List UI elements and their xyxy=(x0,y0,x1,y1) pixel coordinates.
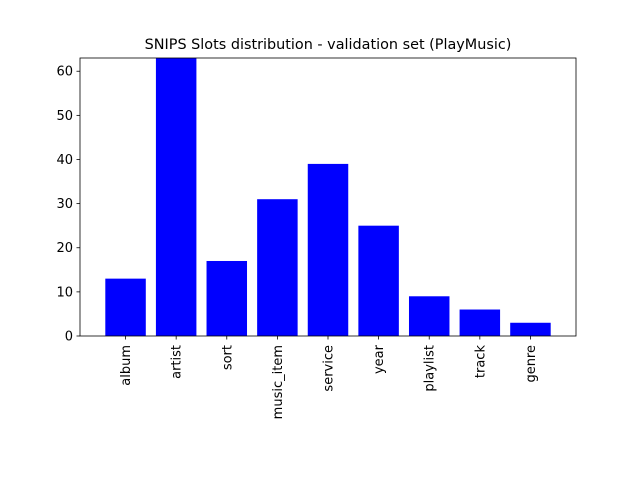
x-tick-label-track: track xyxy=(473,345,488,379)
x-tick-label-album: album xyxy=(119,345,134,386)
y-tick-label: 30 xyxy=(56,197,73,212)
chart-title: SNIPS Slots distribution - validation se… xyxy=(145,37,512,53)
y-tick-label: 10 xyxy=(56,285,73,300)
y-tick-label: 50 xyxy=(56,109,73,124)
y-axis: 0 10 20 30 40 50 60 xyxy=(56,65,80,345)
bars-layer xyxy=(105,58,551,336)
y-tick-label: 0 xyxy=(65,330,73,345)
x-tick-label-service: service xyxy=(322,345,337,392)
x-tick-label-sort: sort xyxy=(220,345,235,370)
x-tick-label-playlist: playlist xyxy=(423,345,438,392)
y-tick-label: 20 xyxy=(56,241,73,256)
x-tick-label-genre: genre xyxy=(524,345,539,383)
x-tick-label-year: year xyxy=(372,344,387,374)
x-axis: album artist sort music_item service year play… xyxy=(119,336,539,419)
bar-track xyxy=(459,309,501,336)
bar-genre xyxy=(510,322,551,336)
x-tick-label-artist: artist xyxy=(170,345,185,379)
bar-music-item xyxy=(257,199,298,336)
y-tick-label: 60 xyxy=(56,65,73,80)
bar-year xyxy=(358,225,399,336)
x-tick-label-music-item: music_item xyxy=(271,345,286,419)
bar-playlist xyxy=(408,296,450,336)
bar-sort xyxy=(206,260,248,336)
plot-frame xyxy=(79,57,577,337)
y-tick-label: 40 xyxy=(56,153,73,168)
bar-artist xyxy=(155,58,197,336)
bar-album xyxy=(105,278,146,336)
bar-service xyxy=(307,163,349,336)
